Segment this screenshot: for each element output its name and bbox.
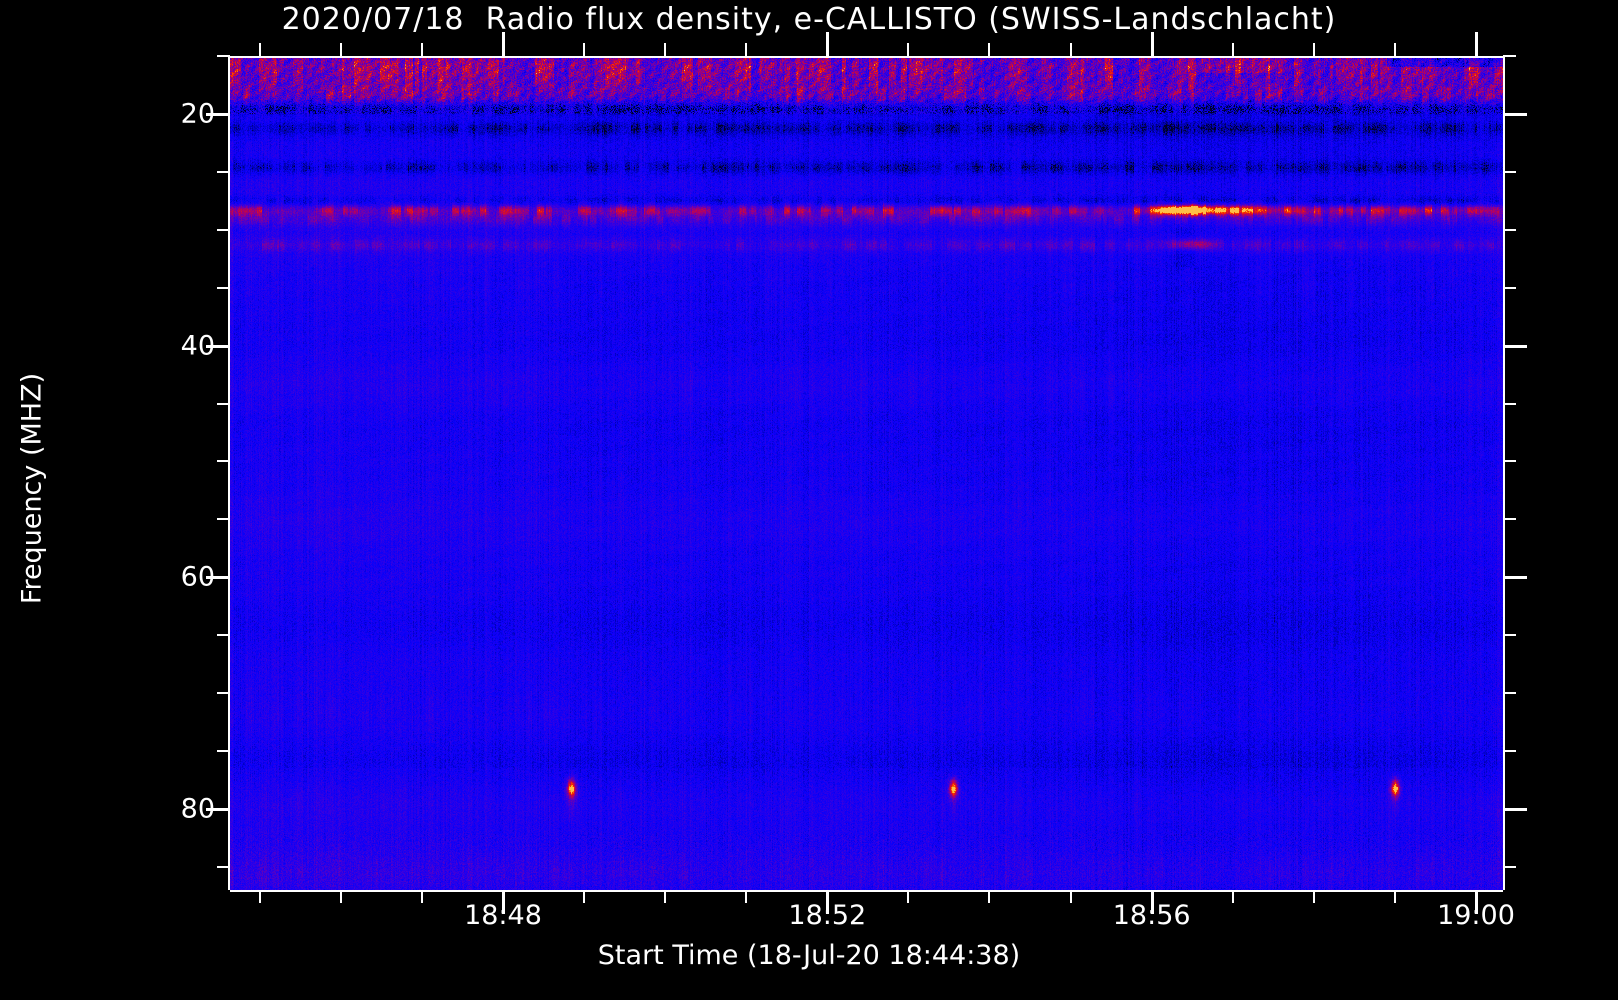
y-tick-label: 60 <box>180 561 215 593</box>
y-minor-tick-right <box>1503 460 1516 463</box>
x-minor-tick-top <box>988 43 991 56</box>
y-minor-tick-right <box>1503 750 1516 752</box>
x-minor-tick-top <box>583 43 586 56</box>
spectrogram-canvas <box>230 56 1503 890</box>
x-major-tick-top <box>501 32 505 56</box>
x-tick-label: 18:52 <box>788 900 867 931</box>
y-minor-tick <box>217 634 230 637</box>
plot-border-left <box>228 56 230 890</box>
x-minor-tick-top <box>339 43 342 56</box>
x-major-tick <box>1474 890 1478 914</box>
y-major-tick-right <box>1503 112 1527 116</box>
x-minor-tick <box>1312 890 1315 903</box>
x-minor-tick <box>664 890 667 903</box>
y-minor-tick <box>217 460 230 463</box>
y-major-tick <box>206 576 230 580</box>
y-minor-tick-right <box>1503 286 1516 289</box>
x-minor-tick-top <box>745 43 748 56</box>
x-minor-tick <box>988 890 991 903</box>
x-minor-tick <box>339 890 342 903</box>
y-minor-tick <box>217 518 230 521</box>
x-minor-tick-top <box>420 43 423 56</box>
x-tick-label: 18:56 <box>1112 900 1191 931</box>
y-axis-title: Frequency (MHZ) <box>16 372 48 605</box>
x-minor-tick <box>907 890 910 903</box>
y-tick-labels: 20 40 60 80 <box>60 0 215 1000</box>
plot-border-top <box>230 56 1503 58</box>
x-major-tick <box>501 890 505 914</box>
x-minor-tick <box>1231 890 1234 903</box>
x-minor-tick <box>1393 890 1396 903</box>
x-minor-tick <box>745 890 748 903</box>
y-minor-tick-right <box>1503 402 1516 405</box>
y-minor-tick-right <box>1503 518 1516 521</box>
x-tick-label: 19:00 <box>1437 900 1515 931</box>
y-minor-tick-right <box>1503 865 1516 868</box>
x-minor-tick-top <box>1312 43 1315 56</box>
y-minor-tick <box>217 228 230 231</box>
x-major-tick-top <box>1150 32 1154 56</box>
y-major-tick <box>206 807 230 811</box>
y-minor-tick <box>217 170 230 173</box>
x-minor-tick <box>583 890 586 903</box>
y-minor-tick-right <box>1503 634 1516 637</box>
y-minor-tick <box>217 55 230 57</box>
y-minor-tick <box>217 865 230 868</box>
x-minor-tick <box>420 890 423 903</box>
plot-border-bottom <box>230 890 1503 892</box>
y-tick-label: 80 <box>180 793 215 825</box>
y-major-tick-right <box>1503 807 1527 811</box>
y-minor-tick-right <box>1503 55 1516 57</box>
x-minor-tick-top <box>664 43 667 56</box>
y-minor-tick-right <box>1503 170 1516 173</box>
x-axis-title: Start Time (18-Jul-20 18:44:38) <box>597 940 1021 971</box>
y-minor-tick <box>217 286 230 289</box>
x-minor-tick-top <box>1393 43 1396 56</box>
x-major-tick-top <box>826 32 830 56</box>
x-minor-tick <box>1069 890 1072 903</box>
x-minor-tick-top <box>907 43 910 56</box>
y-major-tick-right <box>1503 344 1527 348</box>
x-major-tick-top <box>1474 32 1478 56</box>
x-minor-tick-top <box>1231 43 1234 56</box>
y-minor-tick <box>217 692 230 695</box>
y-major-tick <box>206 112 230 116</box>
y-tick-label: 20 <box>180 98 215 130</box>
y-minor-tick <box>217 402 230 405</box>
x-minor-tick <box>258 890 261 903</box>
x-major-tick <box>826 890 830 914</box>
y-minor-tick-right <box>1503 692 1516 695</box>
x-minor-tick-top <box>1069 43 1072 56</box>
y-major-tick <box>206 344 230 348</box>
page-title: 2020/07/18 Radio flux density, e-CALLIST… <box>281 2 1337 37</box>
x-minor-tick-top <box>258 43 261 56</box>
y-minor-tick-right <box>1503 228 1516 231</box>
x-tick-label: 18:48 <box>464 900 542 931</box>
x-major-tick <box>1150 890 1154 914</box>
plot-border-right <box>1503 56 1505 890</box>
y-major-tick-right <box>1503 576 1527 580</box>
y-minor-tick <box>217 750 230 752</box>
y-tick-label: 40 <box>180 330 215 362</box>
